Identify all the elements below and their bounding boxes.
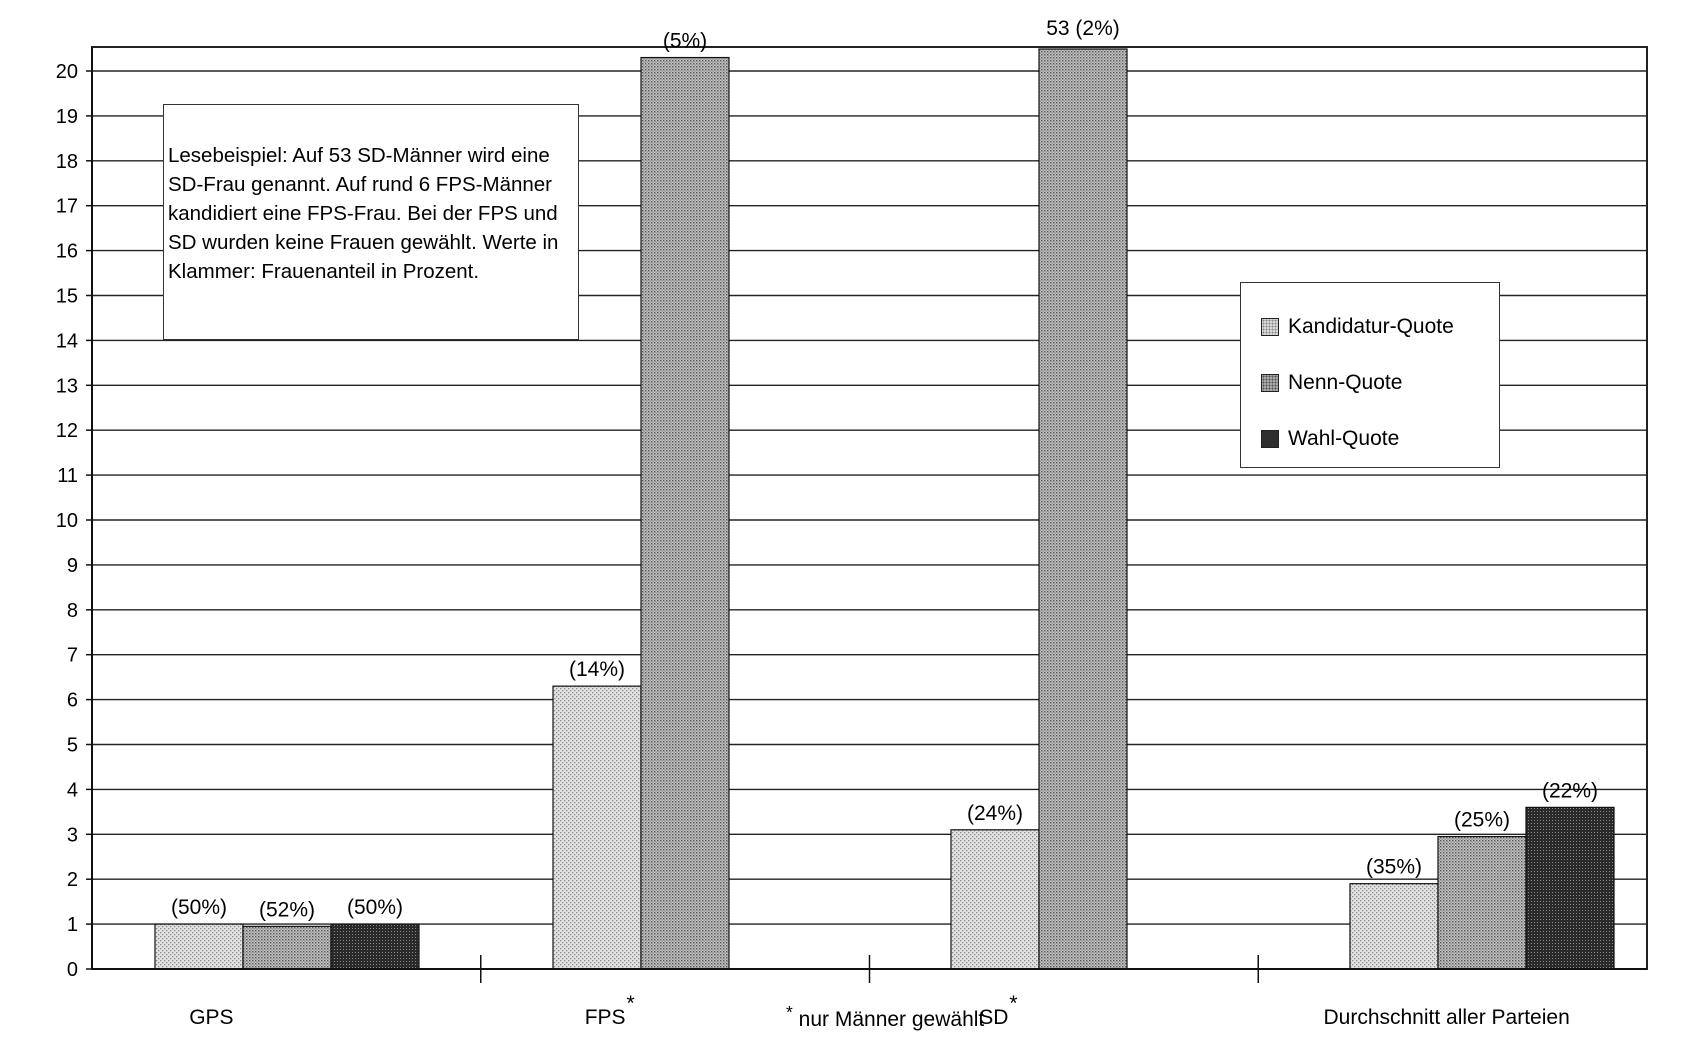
y-tick-label: 20: [56, 61, 78, 83]
y-tick-label: 2: [67, 869, 78, 891]
y-tick-label: 14: [56, 330, 78, 352]
legend-label-nenn: Nenn-Quote: [1288, 371, 1403, 394]
note-text: Lesebeispiel: Auf 53 SD-Männer wird eine…: [168, 144, 559, 283]
reading-example-note: Lesebeispiel: Auf 53 SD-Männer wird eine…: [163, 104, 579, 340]
bar-kandidatur-quote-durchschnitt-aller-parteien: [1349, 883, 1439, 970]
y-tick-label: 4: [67, 779, 78, 801]
y-tick-label: 16: [56, 241, 78, 263]
data-label: (50%): [347, 896, 403, 919]
y-tick-label: 1: [67, 914, 78, 936]
legend-label-kandidatur: Kandidatur-Quote: [1288, 315, 1454, 338]
data-label: (50%): [171, 896, 227, 919]
legend: Kandidatur-Quote Nenn-Quote Wahl-Quote: [1240, 282, 1500, 468]
y-tick-label: 3: [67, 824, 78, 846]
footnote: * nur Männer gewählt: [786, 1002, 984, 1032]
legend-item-nenn: Nenn-Quote: [1261, 355, 1499, 411]
legend-swatch-kandidatur: [1261, 318, 1279, 336]
x-category-label: Durchschnitt aller Parteien: [1323, 1006, 1569, 1029]
y-tick-label: 8: [67, 600, 78, 622]
x-category-marker: *: [1009, 992, 1017, 1015]
bars: [154, 48, 1615, 970]
y-tick-label: 18: [56, 151, 78, 173]
data-label: (5%): [663, 30, 707, 53]
y-tick-label: 11: [57, 465, 78, 487]
x-category-label: FPS: [585, 1006, 626, 1029]
x-category-label: SD: [979, 1006, 1008, 1029]
footnote-text: nur Männer gewählt: [798, 1008, 985, 1031]
y-tick-label: 9: [67, 555, 78, 577]
bar-wahl-quote-durchschnitt-aller-parteien: [1525, 806, 1615, 970]
data-label: (35%): [1366, 856, 1422, 879]
y-tick-label: 19: [56, 106, 78, 128]
bar-kandidatur-quote-fps: [552, 685, 642, 970]
data-label: (25%): [1454, 809, 1510, 832]
y-tick-label: 7: [67, 645, 78, 667]
y-tick-label: 13: [56, 375, 78, 397]
legend-swatch-nenn: [1261, 374, 1279, 392]
data-labels: (50%) (52%) (50%) (14%) (5%) (24%) 53 (2%) (35%…: [171, 17, 1598, 921]
bar-nenn-quote-fps: [640, 56, 730, 970]
y-tick-label: 15: [56, 286, 78, 308]
y-tick-label: 10: [56, 510, 78, 532]
bar-wahl-quote-gps: [330, 923, 420, 970]
legend-item-wahl: Wahl-Quote: [1261, 411, 1499, 467]
y-tick-label: 17: [56, 196, 78, 218]
bar-kandidatur-quote-sd: [950, 829, 1040, 970]
data-label: (52%): [259, 898, 315, 921]
bar-kandidatur-quote-gps: [154, 923, 244, 970]
x-category-marker: *: [626, 992, 634, 1015]
y-tick-label: 12: [56, 420, 78, 442]
legend-label-wahl: Wahl-Quote: [1288, 427, 1400, 450]
footnote-marker: *: [786, 1002, 793, 1022]
data-label: (24%): [967, 802, 1023, 825]
legend-swatch-wahl: [1261, 430, 1279, 448]
y-tick-label: 0: [67, 959, 78, 981]
legend-item-kandidatur: Kandidatur-Quote: [1261, 299, 1499, 355]
bar-nenn-quote-durchschnitt-aller-parteien: [1437, 835, 1527, 970]
data-label: (22%): [1542, 779, 1598, 802]
data-label: 53 (2%): [1046, 17, 1120, 40]
bar-nenn-quote-gps: [242, 925, 332, 970]
y-tick-label: 5: [67, 735, 78, 757]
y-tick-label: 6: [67, 690, 78, 712]
x-category-label: GPS: [189, 1006, 233, 1029]
data-label: (14%): [569, 658, 625, 681]
bar-nenn-quote-sd: [1038, 48, 1128, 970]
